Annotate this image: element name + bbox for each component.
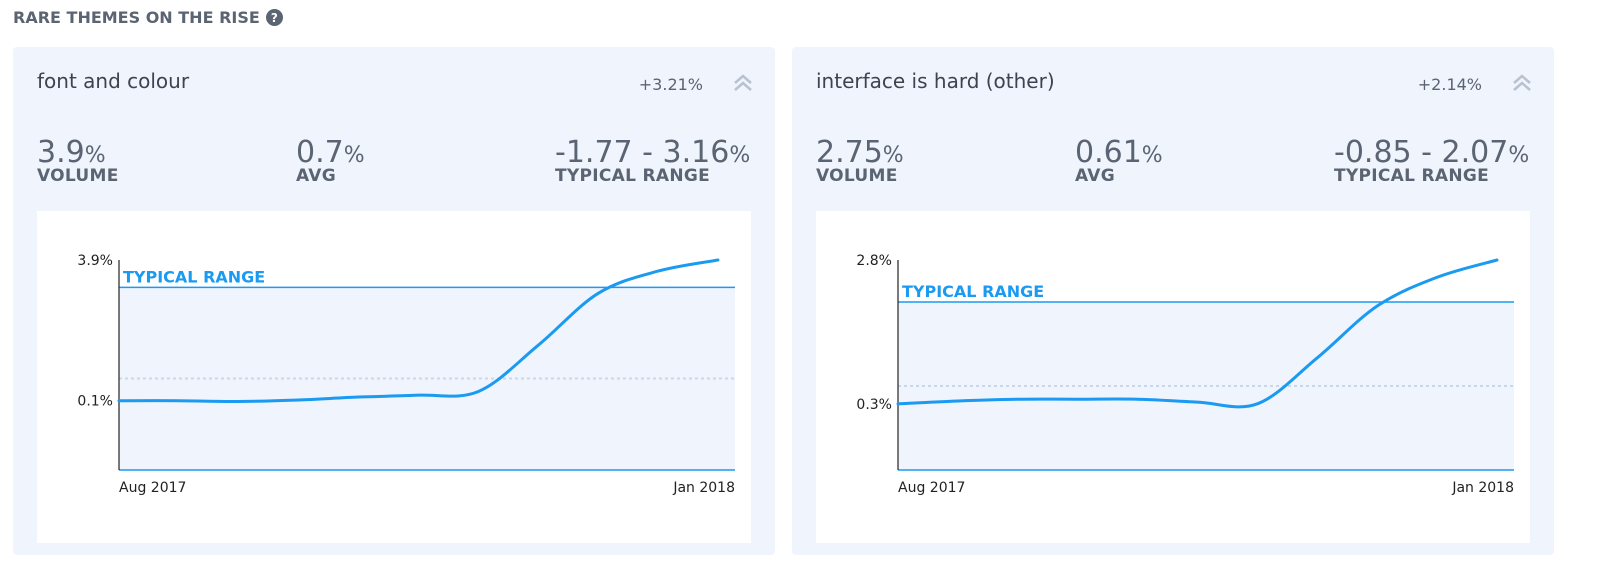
annotation: TYPICAL RANGE <box>123 267 265 286</box>
y-tick-label: 0.1% <box>77 394 113 410</box>
collapse-icon[interactable] <box>1512 73 1532 93</box>
stat-label: VOLUME <box>37 166 119 186</box>
stat-value-row: -1.77 - 3.16% <box>555 135 750 170</box>
stat-value: 0.7 <box>296 135 344 170</box>
y-tick-label: 0.3% <box>856 397 892 413</box>
stat-value-row: 0.7% <box>296 135 365 170</box>
stat-label: AVG <box>1075 166 1116 186</box>
stat: 2.75% VOLUME <box>816 135 904 186</box>
stat-value-row: 2.75% <box>816 135 904 170</box>
stat-value-row: 0.61% <box>1075 135 1163 170</box>
help-icon[interactable]: ? <box>265 9 283 26</box>
stat-unit: % <box>729 143 751 168</box>
stat-label: TYPICAL RANGE <box>1334 166 1490 186</box>
y-tick-label: 3.9% <box>77 253 113 269</box>
change-value: +2.14% <box>1417 75 1482 94</box>
stat-unit: % <box>343 143 365 168</box>
x-tick-label: Jan 2018 <box>672 480 735 496</box>
stat-unit: % <box>1141 143 1163 168</box>
stat-label: VOLUME <box>816 166 898 186</box>
y-tick-label: 2.8% <box>856 253 892 269</box>
chart-box: TYPICAL RANGE 2.8% 0.3% Aug 2017 Jan 2018 <box>816 211 1530 543</box>
x-tick-label: Aug 2017 <box>898 480 965 496</box>
trend-line <box>896 258 1499 409</box>
stat: -0.85 - 2.07% TYPICAL RANGE <box>1334 135 1529 186</box>
collapse-icon[interactable] <box>733 73 753 93</box>
chart: TYPICAL RANGE 2.8% 0.3% Aug 2017 Jan 2018 <box>856 253 1514 496</box>
card-title: font and colour <box>37 69 190 93</box>
stat: 0.7% AVG <box>296 135 365 186</box>
chevron <box>734 74 752 91</box>
theme-card: interface is hard (other) +2.14% 2.75% VOLU… <box>792 47 1554 555</box>
stat: 3.9% VOLUME <box>37 135 119 186</box>
stat-label: TYPICAL RANGE <box>555 166 711 186</box>
stat-value: 3.9 <box>37 135 85 170</box>
chart-box: TYPICAL RANGE 3.9% 0.1% Aug 2017 Jan 2018 <box>37 211 751 543</box>
stat-value: -0.85 - 2.07 <box>1334 135 1509 170</box>
stat-value: 0.61 <box>1075 135 1142 170</box>
stat-value: -1.77 - 3.16 <box>555 135 730 170</box>
change-value: +3.21% <box>638 75 703 94</box>
stat-unit: % <box>1508 143 1530 168</box>
trend-line <box>117 258 720 403</box>
theme-card: font and colour +3.21% 3.9% VOLUME 0.7% AVG -1… <box>13 47 775 555</box>
x-tick-label: Aug 2017 <box>119 480 186 496</box>
chart: TYPICAL RANGE 3.9% 0.1% Aug 2017 Jan 2018 <box>77 253 735 496</box>
card-title: interface is hard (other) <box>816 69 1055 93</box>
chevron <box>1513 74 1531 91</box>
stat-value: 2.75 <box>816 135 883 170</box>
stat: -1.77 - 3.16% TYPICAL RANGE <box>555 135 750 186</box>
stat-value-row: 3.9% <box>37 135 119 170</box>
section-title: RARE THEMES ON THE RISE <box>13 8 260 27</box>
stat-value-row: -0.85 - 2.07% <box>1334 135 1529 170</box>
stat-label: AVG <box>296 166 337 186</box>
annotation: TYPICAL RANGE <box>902 282 1044 301</box>
stat-unit: % <box>882 143 904 168</box>
stat: 0.61% AVG <box>1075 135 1163 186</box>
stat-unit: % <box>84 143 106 168</box>
section-header: RARE THEMES ON THE RISE? <box>13 8 283 27</box>
x-tick-label: Jan 2018 <box>1451 480 1514 496</box>
